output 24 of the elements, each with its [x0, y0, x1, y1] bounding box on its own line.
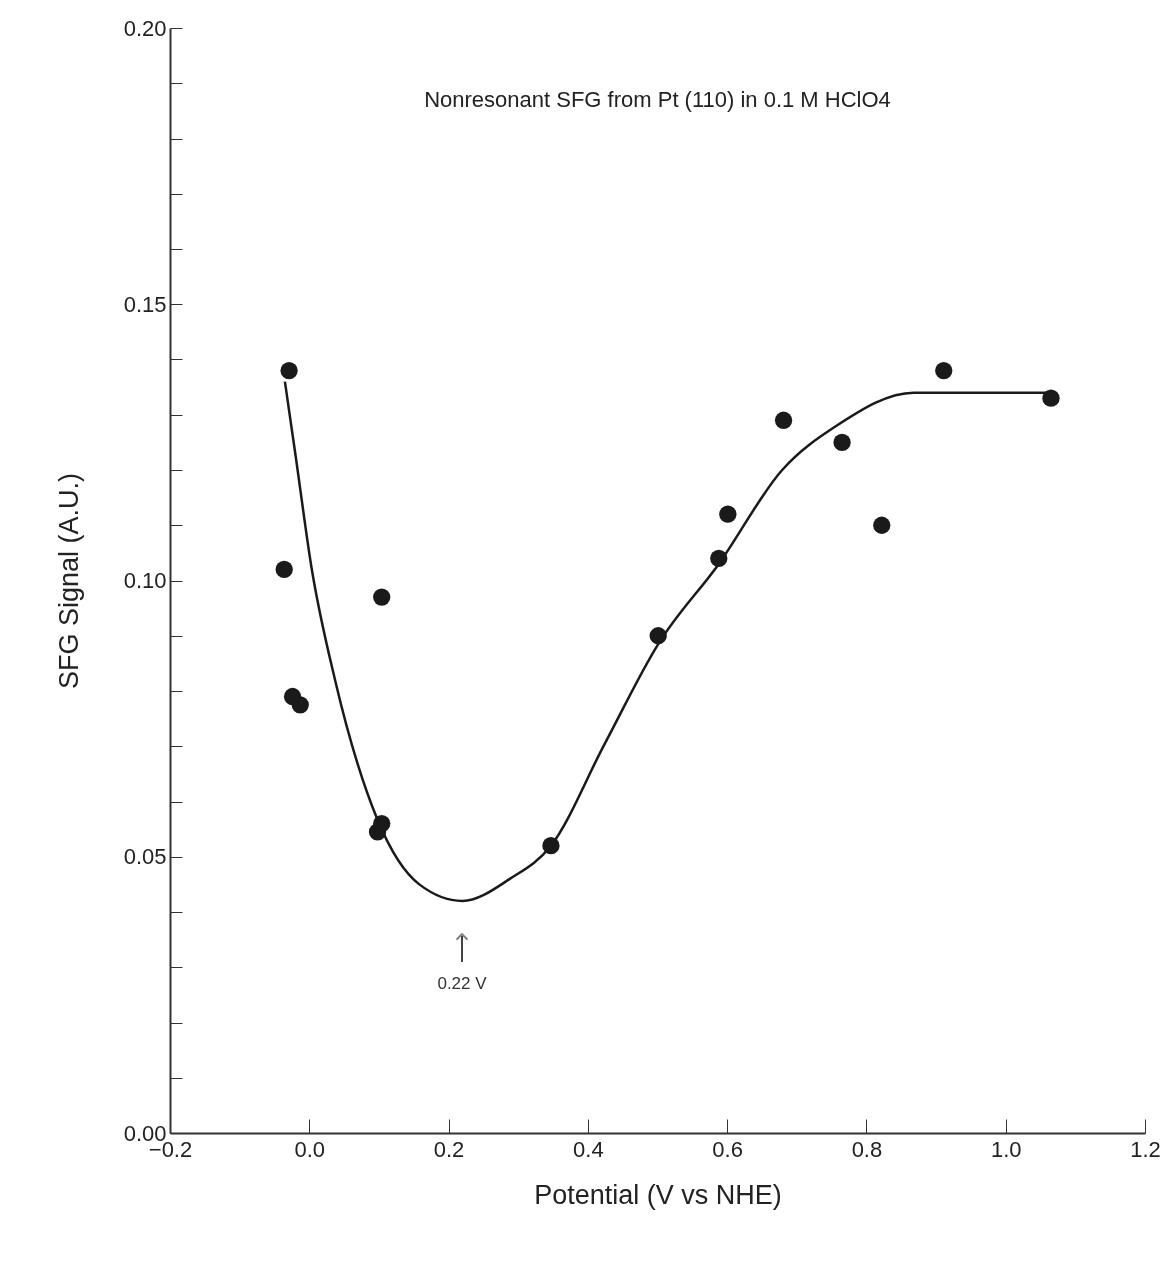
- x-tick-label: 0.8: [851, 1136, 883, 1162]
- x-tick-label: 0.2: [433, 1136, 465, 1162]
- point: [373, 588, 391, 606]
- y-tick-label: 0.15: [123, 291, 167, 317]
- x-axis-title: Potential (V vs NHE): [534, 1179, 782, 1210]
- x-tick-label: 0.0: [294, 1136, 326, 1162]
- point: [774, 411, 793, 429]
- x-tick-label: 0.6: [712, 1136, 743, 1162]
- x-tick-label: 1.0: [990, 1136, 1022, 1162]
- y-axis-title: SFG Signal (A.U.): [53, 472, 84, 690]
- point: [291, 696, 309, 714]
- point: [833, 433, 851, 452]
- point: [935, 361, 953, 380]
- text: Nonresonant SFG from Pt (110) in 0.1 M HClO4: [424, 87, 891, 112]
- point: [719, 505, 737, 523]
- point: [873, 516, 891, 534]
- x-tick-label: 0.4: [573, 1136, 604, 1162]
- y-tick-label: 0.20: [123, 15, 167, 41]
- y-tick-label: 0.05: [123, 844, 167, 870]
- x-tick-label: 1.2: [1130, 1136, 1161, 1162]
- y-tick-label: 0.10: [123, 568, 167, 593]
- annotation: 0.22 V: [437, 974, 488, 993]
- point: [275, 560, 293, 579]
- point: [280, 361, 298, 380]
